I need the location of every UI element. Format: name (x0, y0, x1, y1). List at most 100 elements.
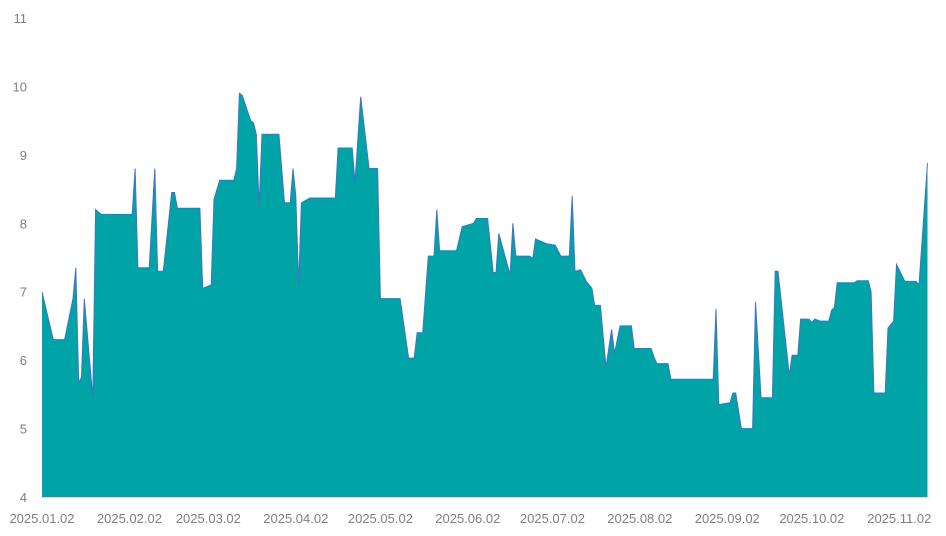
data-point (650, 347, 653, 350)
data-point (41, 290, 44, 293)
data-point (545, 242, 548, 245)
data-point (836, 281, 839, 284)
data-point (421, 331, 424, 334)
data-point (63, 338, 66, 341)
data-point (799, 318, 802, 321)
data-point (156, 270, 159, 273)
data-point (134, 167, 137, 170)
x-axis: 2025.01.02 2025.02.02 2025.03.02 2025.04.02… (9, 511, 931, 526)
y-tick-label: 4 (20, 490, 27, 505)
data-point (74, 266, 77, 269)
data-point (633, 347, 636, 350)
data-point (368, 167, 371, 170)
data-point (492, 271, 495, 274)
data-point (774, 270, 777, 273)
data-point (613, 352, 616, 355)
x-tick-label: 2025.03.02 (176, 511, 241, 526)
data-point (926, 162, 929, 165)
data-point (252, 121, 255, 124)
data-point (201, 287, 204, 290)
data-point (853, 281, 856, 284)
x-tick-label: 2025.04.02 (263, 511, 328, 526)
data-point (255, 133, 258, 136)
data-point (884, 392, 887, 395)
y-tick-label: 9 (20, 148, 27, 163)
data-point (813, 318, 816, 321)
data-point (531, 257, 534, 260)
y-tick-label: 6 (20, 353, 27, 368)
data-point (170, 191, 173, 194)
data-point (235, 167, 238, 170)
data-point (559, 255, 562, 258)
data-point (351, 147, 354, 150)
data-point (534, 238, 537, 241)
data-point (198, 207, 201, 210)
x-tick-label: 2025.01.02 (9, 511, 74, 526)
data-point (887, 327, 890, 330)
data-point (83, 297, 86, 300)
data-point (241, 94, 244, 97)
data-point (427, 255, 430, 258)
area-fill (42, 93, 928, 498)
x-tick-label: 2025.11.02 (867, 511, 931, 526)
data-point (830, 309, 833, 312)
data-point (554, 244, 557, 247)
data-point (585, 280, 588, 283)
area-outline (41, 92, 928, 430)
data-point (52, 338, 55, 341)
data-point (455, 249, 458, 252)
y-tick-label: 11 (14, 11, 28, 26)
data-point (294, 194, 297, 197)
data-point (619, 324, 622, 327)
data-point (497, 232, 500, 235)
data-point (475, 217, 478, 220)
x-tick-label: 2025.08.02 (607, 511, 672, 526)
data-point (870, 290, 873, 293)
data-point (568, 255, 571, 258)
data-point (131, 213, 134, 216)
x-tick-label: 2025.07.02 (520, 511, 585, 526)
x-tick-label: 2025.02.02 (97, 511, 162, 526)
data-point (734, 392, 737, 395)
data-point (918, 283, 921, 286)
data-point (808, 318, 811, 321)
data-point (94, 208, 97, 211)
data-point (655, 362, 658, 365)
data-point (514, 255, 517, 258)
data-point (100, 213, 103, 216)
data-point (630, 324, 633, 327)
data-point (819, 320, 822, 323)
data-point (791, 354, 794, 357)
data-point (91, 396, 94, 399)
data-point (754, 301, 757, 304)
data-point (593, 304, 596, 307)
data-point (528, 255, 531, 258)
data-point (238, 92, 241, 95)
data-point (599, 304, 602, 307)
data-point (731, 392, 734, 395)
data-point (590, 287, 593, 290)
data-point (213, 198, 216, 201)
y-axis: 4 5 6 7 8 9 10 11 (13, 11, 27, 505)
x-tick-label: 2025.06.02 (435, 511, 500, 526)
data-point (153, 167, 156, 170)
data-point (579, 268, 582, 271)
data-point (867, 279, 870, 282)
x-tick-label: 2025.10.02 (779, 511, 844, 526)
data-point (895, 263, 898, 266)
data-point (751, 427, 754, 430)
data-point (297, 283, 300, 286)
data-point (915, 280, 918, 283)
data-point (416, 331, 419, 334)
data-point (796, 354, 799, 357)
data-point (712, 378, 715, 381)
data-point (407, 357, 410, 360)
data-point (667, 362, 670, 365)
data-point (495, 271, 498, 274)
data-point (162, 270, 165, 273)
data-point (715, 307, 718, 310)
x-tick-label: 2025.05.02 (348, 511, 413, 526)
data-point (760, 396, 763, 399)
y-tick-label: 7 (20, 285, 27, 300)
data-point (740, 427, 743, 430)
